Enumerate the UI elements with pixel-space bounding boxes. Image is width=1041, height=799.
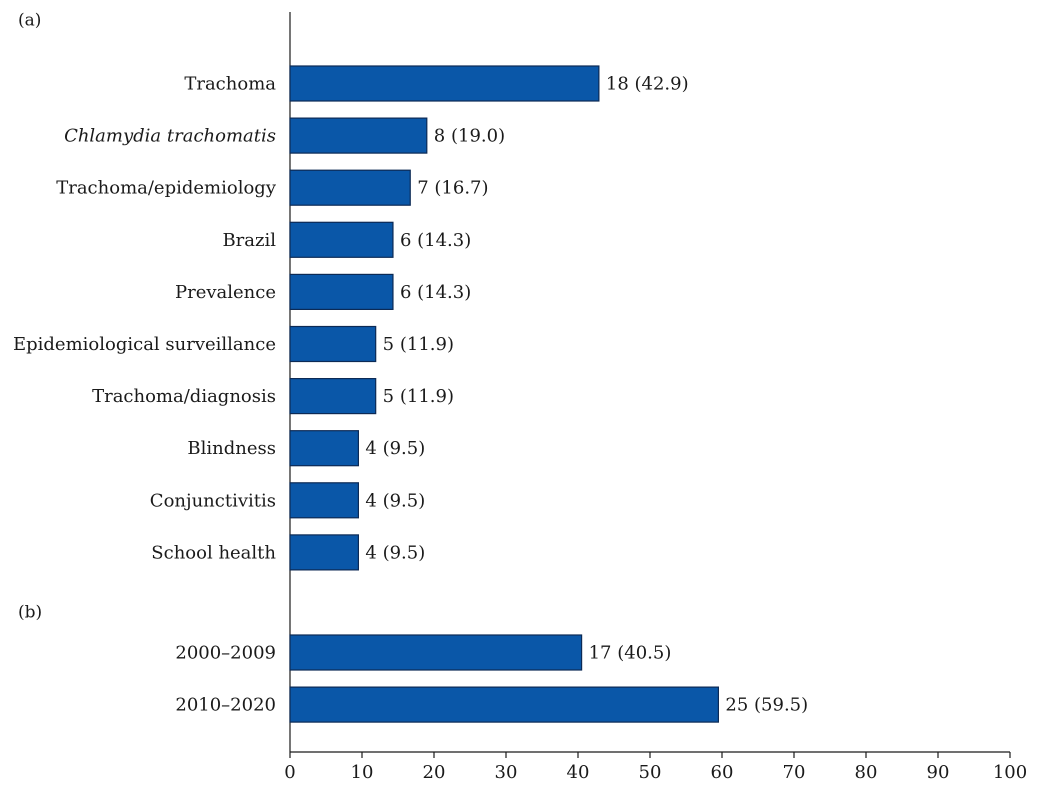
panel-a-bar-8 <box>289 430 360 467</box>
panel-b-bar-2 <box>289 686 719 723</box>
x-tick-label-50: 50 <box>639 762 662 783</box>
x-tick-label-100: 100 <box>993 762 1027 783</box>
x-tick-label-30: 30 <box>495 762 518 783</box>
panel-b-bar-1 <box>289 634 583 671</box>
panel-a-bar-2 <box>289 117 428 154</box>
x-tick-label-80: 80 <box>855 762 878 783</box>
panel-a-bar-4 <box>289 221 394 258</box>
panel-a-label: (a) <box>18 11 41 31</box>
x-tick-label-70: 70 <box>783 762 806 783</box>
panel-a-category-label-2: Chlamydia trachomatis <box>64 126 276 147</box>
x-tick-label-20: 20 <box>423 762 446 783</box>
x-tick-label-40: 40 <box>567 762 590 783</box>
panel-a-bar-9 <box>289 482 360 519</box>
panel-a-category-label-3: Trachoma/epidemiology <box>56 178 277 199</box>
panel-a-bar-5 <box>289 273 394 310</box>
panel-a-value-label-9: 4 (9.5) <box>365 490 425 511</box>
panel-a-value-label-1: 18 (42.9) <box>606 74 689 95</box>
panel-a-category-label-1: Trachoma <box>184 74 276 95</box>
panel-a-value-label-2: 8 (19.0) <box>434 126 505 147</box>
panel-a-bar-3 <box>289 169 411 206</box>
panel-b-label: (b) <box>18 603 42 623</box>
x-tick-label-0: 0 <box>284 762 295 783</box>
panel-a-value-label-5: 6 (14.3) <box>400 282 471 303</box>
panel-b-value-label-2: 25 (59.5) <box>725 695 808 716</box>
panel-a-category-label-4: Brazil <box>222 230 276 251</box>
x-tick-label-90: 90 <box>927 762 950 783</box>
panel-a-value-label-3: 7 (16.7) <box>417 178 488 199</box>
panel-a-bar-7 <box>289 378 377 415</box>
panel-a-bar-1 <box>289 65 600 102</box>
panel-b-category-label-2: 2010–2020 <box>175 695 276 716</box>
panel-b-category-label-1: 2000–2009 <box>175 643 276 664</box>
panel-a-category-label-9: Conjunctivitis <box>150 490 276 511</box>
panel-a-value-label-10: 4 (9.5) <box>365 542 425 563</box>
panel-a-category-label-6: Epidemiological surveillance <box>13 334 276 355</box>
panel-a-bar-6 <box>289 325 377 363</box>
panel-a-category-label-10: School health <box>151 542 276 563</box>
panel-a-category-label-7: Trachoma/diagnosis <box>92 386 276 407</box>
x-tick-label-60: 60 <box>711 762 734 783</box>
panel-a-value-label-7: 5 (11.9) <box>383 386 454 407</box>
panel-a-value-label-4: 6 (14.3) <box>400 230 471 251</box>
panel-a-category-label-8: Blindness <box>187 438 276 459</box>
panel-a-value-label-8: 4 (9.5) <box>365 438 425 459</box>
x-tick-label-10: 10 <box>351 762 374 783</box>
panel-a-bar-10 <box>289 534 360 571</box>
panel-a-value-label-6: 5 (11.9) <box>383 334 454 355</box>
panel-a-category-label-5: Prevalence <box>175 282 276 303</box>
panel-b-value-label-1: 17 (40.5) <box>589 643 672 664</box>
